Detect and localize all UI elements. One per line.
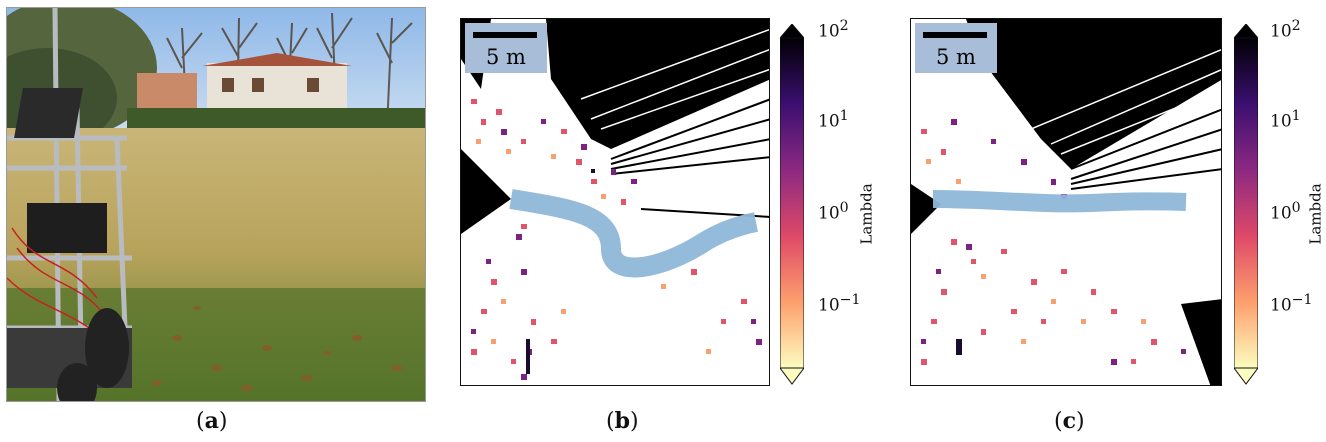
- caption-b: (b): [606, 408, 639, 434]
- scale-bar-c: [923, 32, 987, 38]
- lambda-map-c: [911, 19, 1221, 385]
- map-panel-c: 5 m: [910, 18, 1222, 386]
- colorbar-b: [778, 23, 806, 398]
- scale-box-c: 5 m: [915, 23, 997, 73]
- cb-b-tick-0: 102: [818, 18, 849, 42]
- map-panel-b: 5 m: [460, 18, 770, 386]
- caption-a: (a): [196, 408, 228, 434]
- colorbar-gradient-b: [778, 23, 806, 385]
- scale-label-c: 5 m: [936, 45, 976, 69]
- cb-c-tick-2: 100: [1270, 200, 1301, 224]
- cb-b-tick-3: 10−1: [818, 292, 861, 316]
- cb-c-tick-3: 10−1: [1270, 292, 1313, 316]
- caption-c: (c): [1054, 408, 1085, 434]
- scale-bar-b: [473, 32, 537, 38]
- colorbar-label-b: Lambda: [857, 183, 876, 245]
- planned-path-c: [932, 190, 1187, 213]
- robot-field-photo: [6, 7, 426, 402]
- lambda-map-b: [461, 19, 769, 385]
- lambda-speckles-b: [471, 99, 762, 380]
- cb-c-tick-0: 102: [1270, 18, 1301, 42]
- photo-illustration: [7, 8, 425, 401]
- cb-b-tick-2: 100: [818, 200, 849, 224]
- scale-box-b: 5 m: [465, 23, 547, 73]
- planned-path-b: [509, 189, 759, 278]
- scale-label-b: 5 m: [486, 45, 526, 69]
- colorbar-label-c: Lambda: [1306, 183, 1325, 245]
- colorbar-gradient-c: [1232, 23, 1260, 385]
- cb-b-tick-1: 101: [818, 108, 849, 132]
- cb-c-tick-1: 101: [1270, 108, 1301, 132]
- colorbar-c: [1232, 23, 1260, 398]
